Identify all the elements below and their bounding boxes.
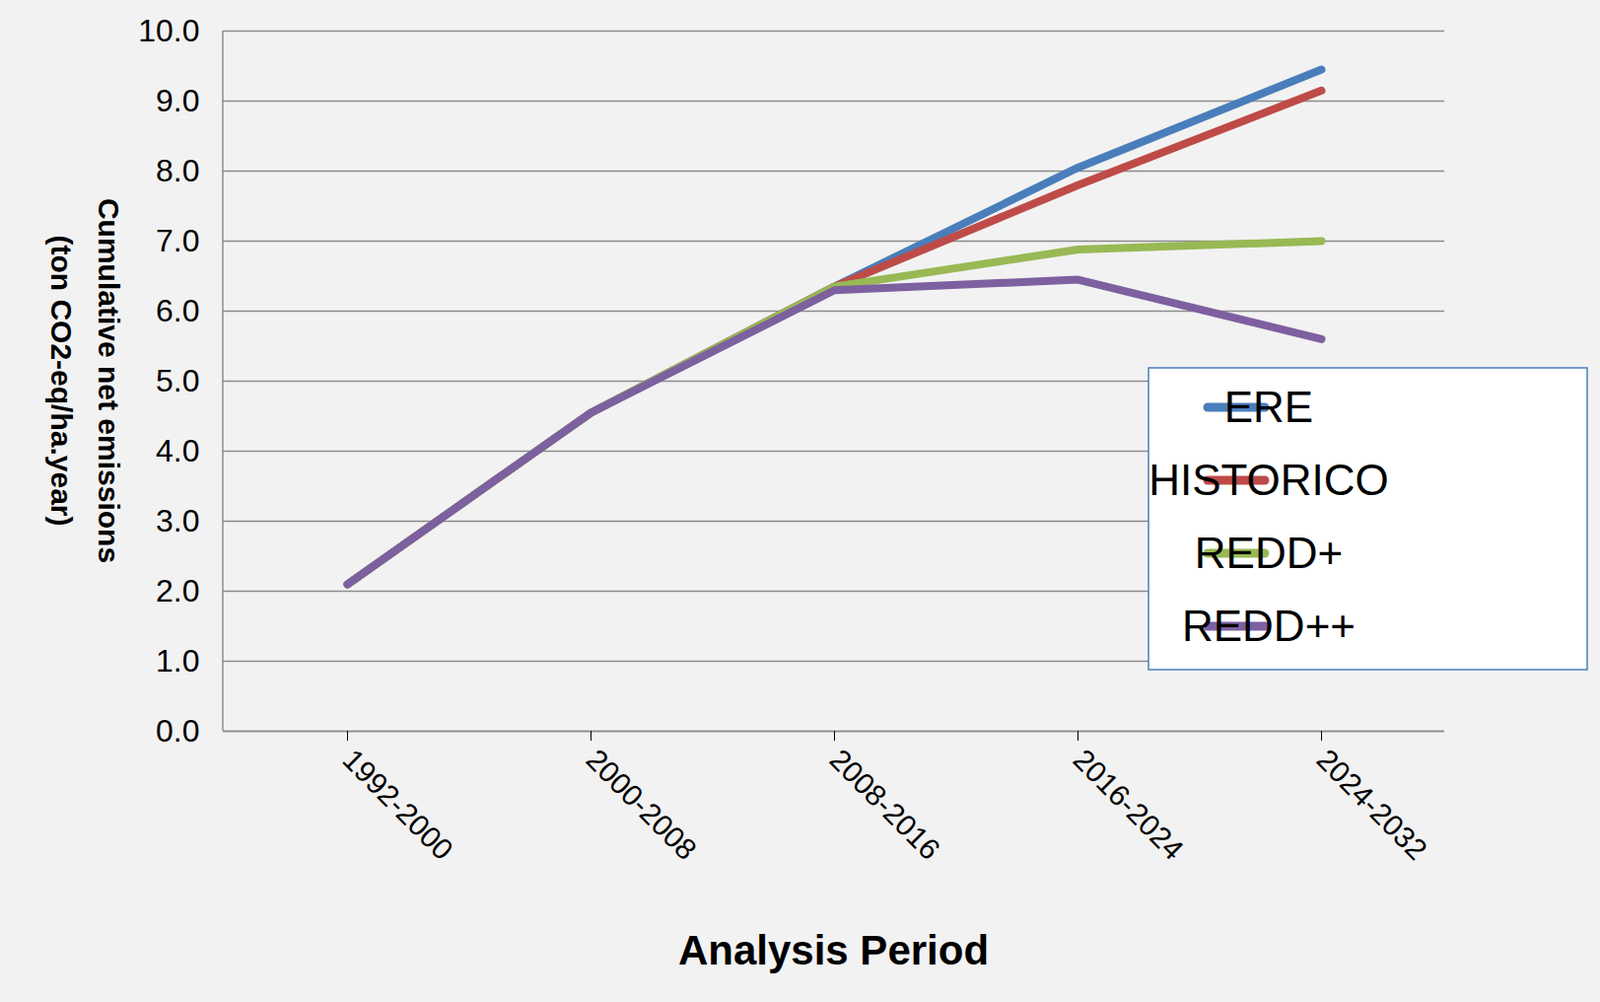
svg-text:1.0: 1.0 [155, 642, 200, 679]
svg-text:HISTORICO: HISTORICO [1148, 455, 1390, 504]
svg-text:REDD+: REDD+ [1194, 528, 1343, 577]
svg-text:2008-2016: 2008-2016 [823, 742, 947, 866]
svg-text:2.0: 2.0 [155, 572, 200, 609]
svg-text:5.0: 5.0 [155, 362, 200, 399]
svg-text:1992-2000: 1992-2000 [336, 742, 460, 866]
svg-text:Analysis Period: Analysis Period [678, 926, 989, 974]
svg-text:(ton CO2-eq/ha.year): (ton CO2-eq/ha.year) [45, 234, 78, 526]
svg-text:2024-2032: 2024-2032 [1310, 742, 1434, 866]
svg-text:6.0: 6.0 [155, 292, 200, 329]
svg-text:Cumulative net emissions: Cumulative net emissions [92, 198, 126, 563]
svg-text:0.0: 0.0 [155, 712, 200, 749]
svg-text:8.0: 8.0 [155, 152, 200, 189]
svg-text:4.0: 4.0 [155, 432, 200, 469]
svg-text:ERE: ERE [1224, 382, 1314, 431]
svg-text:2000-2008: 2000-2008 [579, 742, 703, 866]
svg-text:10.0: 10.0 [138, 12, 200, 49]
svg-text:3.0: 3.0 [155, 502, 200, 539]
svg-text:REDD++: REDD++ [1182, 601, 1356, 650]
svg-text:2016-2024: 2016-2024 [1066, 742, 1190, 866]
svg-text:9.0: 9.0 [155, 82, 200, 119]
svg-text:7.0: 7.0 [155, 222, 200, 259]
